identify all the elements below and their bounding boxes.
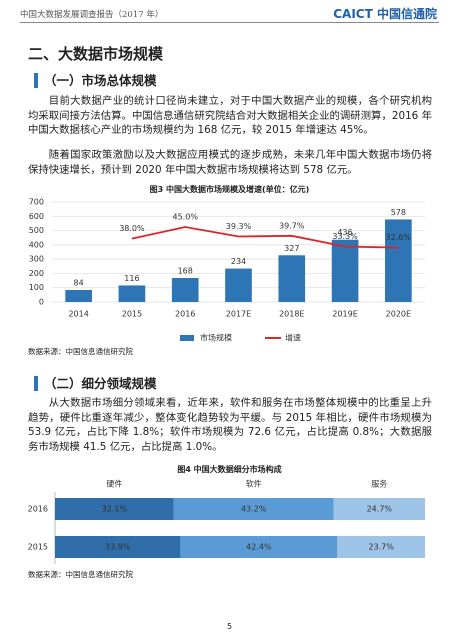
bar-value-label: 84 bbox=[74, 279, 84, 288]
x-tick-label: 2014 bbox=[68, 310, 88, 319]
line-value-label: 33.3% bbox=[332, 232, 358, 241]
bar bbox=[331, 239, 359, 302]
legend-label: 硬件 bbox=[106, 479, 122, 489]
legend-label: 增速 bbox=[285, 333, 301, 343]
bar-segment bbox=[55, 498, 174, 520]
bar bbox=[118, 285, 146, 302]
y-tick-label: 2015 bbox=[28, 543, 48, 552]
legend-swatch bbox=[180, 335, 194, 341]
page-number: 5 bbox=[226, 622, 233, 631]
line-value-label: 32.6% bbox=[386, 233, 412, 242]
y-tick-label: 400 bbox=[29, 240, 44, 249]
section-title: 二、大数据市场规模 bbox=[28, 45, 164, 63]
bar bbox=[385, 219, 412, 302]
y-tick-label: 500 bbox=[29, 226, 44, 235]
segment-label: 33.9% bbox=[105, 543, 131, 552]
line-value-label: 45.0% bbox=[173, 213, 199, 222]
paragraph: 随着国家政策激励以及大数据应用模式的逐步成熟，未来几年中国大数据市场仍将保持快速… bbox=[28, 149, 432, 176]
y-tick-label: 700 bbox=[29, 198, 44, 207]
chart: 2016 32.1% 硬件 43.2% 软件 24.7% 服务 2015 33.9% 42.4% 2… bbox=[28, 479, 425, 564]
bar bbox=[171, 278, 199, 302]
logo-en: CAICT bbox=[333, 7, 373, 21]
line-value-label: 39.3% bbox=[226, 222, 252, 231]
bar-value-label: 116 bbox=[124, 274, 139, 283]
y-tick-label: 100 bbox=[29, 283, 44, 292]
x-tick-label: 2017E bbox=[226, 310, 251, 319]
bar-value-label: 327 bbox=[284, 244, 299, 253]
growth-line bbox=[131, 226, 399, 249]
figure-title: 图4 中国大数据细分市场构成 bbox=[177, 465, 282, 474]
x-tick-label: 2018E bbox=[279, 310, 304, 319]
subsection-title: （二）细分领域规模 bbox=[34, 376, 157, 391]
bar-value-label: 578 bbox=[391, 208, 406, 217]
paragraph: 从大数据市场细分领域来看，近年来，软件和服务在市场整体规模中的比重呈上升趋势，硬… bbox=[28, 397, 432, 453]
y-tick-label: 2016 bbox=[28, 505, 48, 514]
y-tick-label: 0 bbox=[39, 298, 44, 307]
source: 数据来源：中国信息通信研究院 bbox=[28, 347, 133, 356]
legend-label: 软件 bbox=[246, 479, 262, 489]
x-tick-label: 2019E bbox=[332, 310, 357, 319]
logo-cn: 中国信通院 bbox=[376, 7, 437, 21]
bar-segment bbox=[55, 536, 181, 558]
line-value-label: 39.7% bbox=[279, 221, 305, 230]
segment-label: 32.1% bbox=[102, 505, 128, 514]
chart: 0 100 200 300 400 500 600 700 2014 2015 2016 2017E 2… bbox=[29, 198, 425, 343]
segment-label: 23.7% bbox=[368, 543, 394, 552]
subsection-title: （一）市场总体规模 bbox=[34, 73, 157, 88]
bar-segment bbox=[173, 498, 334, 520]
line-value-label: 38.0% bbox=[119, 224, 145, 233]
y-tick-label: 200 bbox=[29, 269, 44, 278]
bar bbox=[65, 290, 92, 302]
figure-title: 图3 中国大数据市场规模及增速(单位：亿元) bbox=[149, 185, 310, 194]
header-rule bbox=[20, 22, 439, 23]
y-tick-label: 600 bbox=[29, 212, 44, 221]
y-tick-label: 300 bbox=[29, 255, 44, 264]
segment-label: 24.7% bbox=[367, 505, 393, 514]
x-tick-label: 2016 bbox=[175, 310, 195, 319]
header-title: 中国大数据发展调查报告（2017 年） bbox=[20, 10, 164, 20]
bar-segment bbox=[337, 536, 425, 558]
bar-segment bbox=[333, 498, 425, 520]
bar-value-label: 168 bbox=[178, 267, 193, 276]
bar-value-label: 436 bbox=[337, 228, 352, 237]
x-tick-label: 2015 bbox=[122, 310, 142, 319]
bar-segment bbox=[180, 536, 338, 558]
legend-label: 服务 bbox=[371, 479, 387, 489]
logo: CAICT 中国信通院 bbox=[333, 5, 437, 22]
segment-label: 43.2% bbox=[241, 505, 267, 514]
source: 数据来源：中国信息通信研究院 bbox=[28, 570, 133, 579]
legend-label: 市场规模 bbox=[200, 333, 232, 343]
bar bbox=[225, 268, 252, 302]
bar bbox=[278, 255, 306, 302]
bar-value-label: 234 bbox=[231, 257, 246, 266]
segment-label: 42.4% bbox=[246, 543, 272, 552]
x-tick-label: 2020E bbox=[386, 310, 411, 319]
paragraph: 目前大数据产业的统计口径尚未建立，对于中国大数据产业的规模，各个研究机构均采取间… bbox=[28, 95, 432, 136]
